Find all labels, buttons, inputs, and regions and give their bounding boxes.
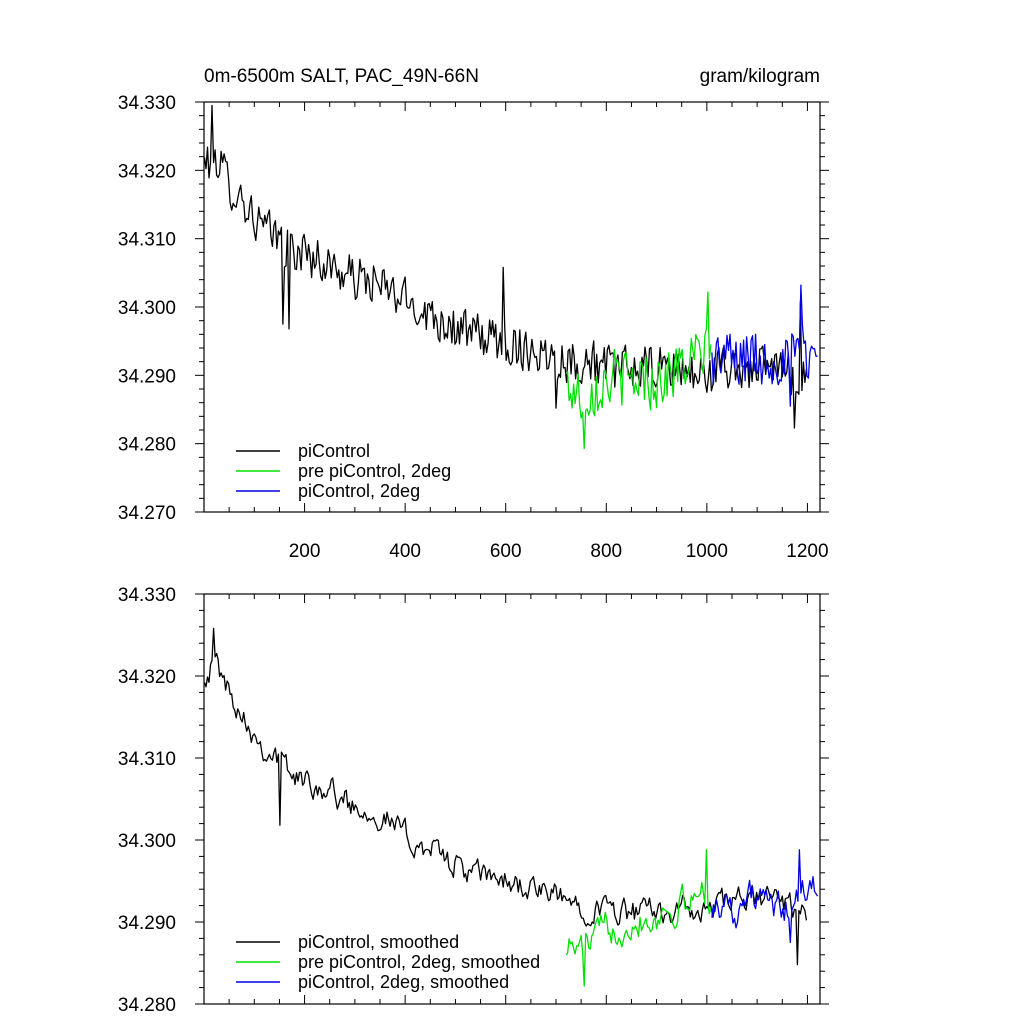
y-tick-label: 34.330: [118, 585, 176, 606]
x-tick-label: 400: [389, 541, 421, 562]
x-tick-label: 1200: [786, 541, 828, 562]
y-tick-label: 34.310: [118, 749, 176, 770]
chart-units: gram/kilogram: [700, 66, 820, 87]
chart-title: 0m-6500m SALT, PAC_49N-66N: [204, 66, 479, 87]
y-tick-label: 34.300: [118, 298, 176, 319]
y-tick-label: 34.290: [118, 366, 176, 387]
y-tick-label: 34.280: [118, 435, 176, 456]
legend-label: pre piControl, 2deg: [298, 461, 451, 481]
bottom-chart-panel: 34.280 34.290 34.300 34.310 34.320 34.330 piC…: [118, 585, 829, 1016]
series-line: [565, 291, 712, 450]
y-tick-label: 34.330: [118, 93, 176, 114]
top-chart-axes: 200 400 600 800 1000 1200 34.270 34.280 34.290 34…: [118, 93, 829, 562]
y-tick-label: 34.310: [118, 230, 176, 251]
series-line: [565, 849, 712, 987]
legend-label: piControl, smoothed: [298, 932, 459, 952]
x-tick-label: 600: [490, 541, 522, 562]
top-chart-plot-area: [204, 104, 818, 450]
y-tick-label: 34.300: [118, 831, 176, 852]
plot-frame: [203, 593, 821, 1005]
top-chart-panel: 0m-6500m SALT, PAC_49N-66N gram/kilogram…: [118, 66, 829, 562]
legend-label: piControl: [298, 441, 370, 461]
x-tick-label: 1000: [686, 541, 728, 562]
series-line: [204, 627, 808, 966]
y-tick-label: 34.320: [118, 161, 176, 182]
y-tick-label: 34.280: [118, 995, 176, 1016]
y-tick-label: 34.270: [118, 503, 176, 524]
bottom-chart-plot-area: [204, 627, 819, 987]
x-tick-label: 200: [289, 541, 321, 562]
bottom-chart-axes: 34.280 34.290 34.300 34.310 34.320 34.330: [118, 585, 829, 1016]
legend-label: piControl, 2deg, smoothed: [298, 972, 509, 992]
x-tick-label: 800: [590, 541, 622, 562]
legend-label: pre piControl, 2deg, smoothed: [298, 952, 540, 972]
y-tick-label: 34.320: [118, 667, 176, 688]
series-line: [711, 284, 818, 407]
series-line: [711, 849, 819, 944]
series-line: [204, 104, 808, 429]
y-tick-label: 34.290: [118, 913, 176, 934]
plot-frame: [203, 101, 821, 513]
legend-label: piControl, 2deg: [298, 481, 420, 501]
